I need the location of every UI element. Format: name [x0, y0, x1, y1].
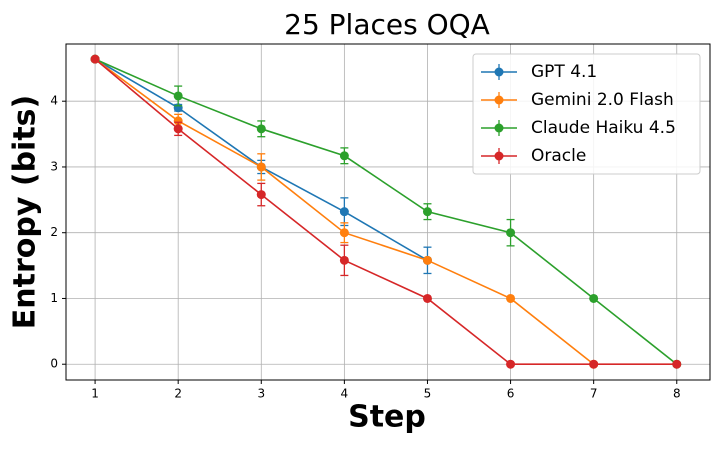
- point: [589, 359, 599, 369]
- plot-frame: [65, 43, 711, 381]
- point: [506, 228, 516, 238]
- legend-swatch: [494, 67, 504, 77]
- series-line: [94, 58, 677, 366]
- series-line: [94, 58, 678, 365]
- y-tick-label: 0: [50, 357, 58, 371]
- point: [506, 293, 516, 303]
- x-axis-label: Step: [348, 400, 426, 435]
- point: [173, 124, 183, 134]
- point: [589, 293, 599, 303]
- legend-box: [472, 53, 701, 175]
- point: [506, 359, 516, 369]
- point: [672, 359, 682, 369]
- point: [90, 54, 100, 64]
- legend-swatch: [494, 123, 504, 133]
- legend-label: Gemini 2.0 Flash: [531, 90, 674, 110]
- legend-label: Oracle: [531, 146, 586, 166]
- point: [339, 207, 349, 217]
- legend-label: GPT 4.1: [531, 62, 597, 82]
- y-tick-label: 2: [50, 225, 58, 239]
- x-tick-label: 1: [91, 387, 99, 401]
- y-axis-label: Entropy (bits): [8, 95, 43, 329]
- x-tick-label: 6: [507, 387, 515, 401]
- legend-label: Claude Haiku 4.5: [531, 118, 676, 138]
- point: [422, 255, 432, 265]
- point: [256, 124, 266, 134]
- point: [339, 255, 349, 265]
- x-tick-label: 3: [257, 387, 265, 401]
- x-tick-label: 4: [341, 387, 349, 401]
- point: [173, 91, 183, 101]
- chart-title: 25 Places OQA: [284, 8, 490, 41]
- legend-swatch: [494, 151, 504, 161]
- legend-swatch: [494, 95, 504, 105]
- y-tick-label: 4: [50, 94, 58, 108]
- point: [422, 207, 432, 217]
- x-tick-label: 2: [174, 387, 182, 401]
- x-tick-label: 5: [424, 387, 432, 401]
- point: [422, 293, 432, 303]
- x-tick-label: 7: [590, 387, 598, 401]
- point: [256, 190, 266, 200]
- point: [256, 162, 266, 172]
- point: [339, 151, 349, 161]
- point: [173, 116, 183, 126]
- y-tick-label: 1: [50, 291, 58, 305]
- x-tick-label: 8: [673, 387, 681, 401]
- y-tick-label: 3: [50, 159, 58, 173]
- point: [339, 228, 349, 238]
